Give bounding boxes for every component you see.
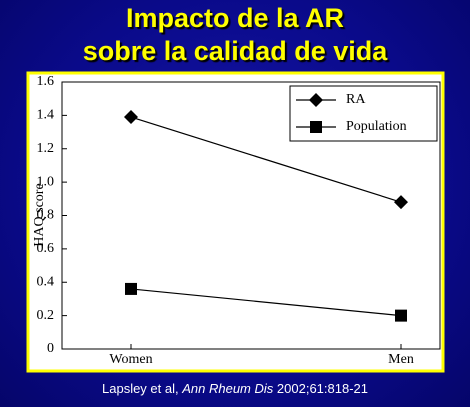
diamond-marker [124, 110, 138, 125]
y-tick-label: 1.6 [37, 74, 55, 89]
x-tick-label: Women [109, 352, 152, 367]
citation-journal: Ann Rheum Dis [182, 381, 274, 396]
series-line [130, 116, 402, 203]
title-line: Impacto de la AR [125, 3, 345, 33]
y-tick-label: 1.0 [37, 174, 55, 189]
legend-label: Population [346, 119, 407, 134]
citation-reference: 2002;61:818-21 [276, 381, 368, 396]
title-line: sobre la calidad de vida [82, 36, 388, 66]
y-tick-label: 0.6 [37, 241, 55, 256]
citation: Lapsley et al, Ann Rheum Dis 2002;61:818… [0, 381, 470, 396]
y-tick-label: 1.2 [37, 141, 55, 156]
y-axis-label: HAQ score [32, 183, 47, 246]
x-tick-label: Men [388, 352, 414, 367]
y-tick-label: 0.4 [37, 274, 55, 289]
series-line [130, 288, 402, 317]
square-marker [125, 282, 137, 295]
legend-marker [310, 121, 322, 133]
square-marker [395, 309, 407, 322]
diamond-marker [394, 195, 408, 210]
y-tick-label: 0.8 [37, 208, 55, 223]
slide-title: Impacto de la AR sobre la calidad de vid… [0, 2, 470, 68]
y-tick-label: 0 [47, 341, 54, 356]
legend-marker [309, 93, 323, 107]
legend-label: RA [346, 92, 366, 107]
y-tick-label: 1.4 [37, 108, 55, 123]
citation-authors: Lapsley et al, [102, 381, 179, 396]
y-tick-label: 0.2 [37, 308, 55, 323]
